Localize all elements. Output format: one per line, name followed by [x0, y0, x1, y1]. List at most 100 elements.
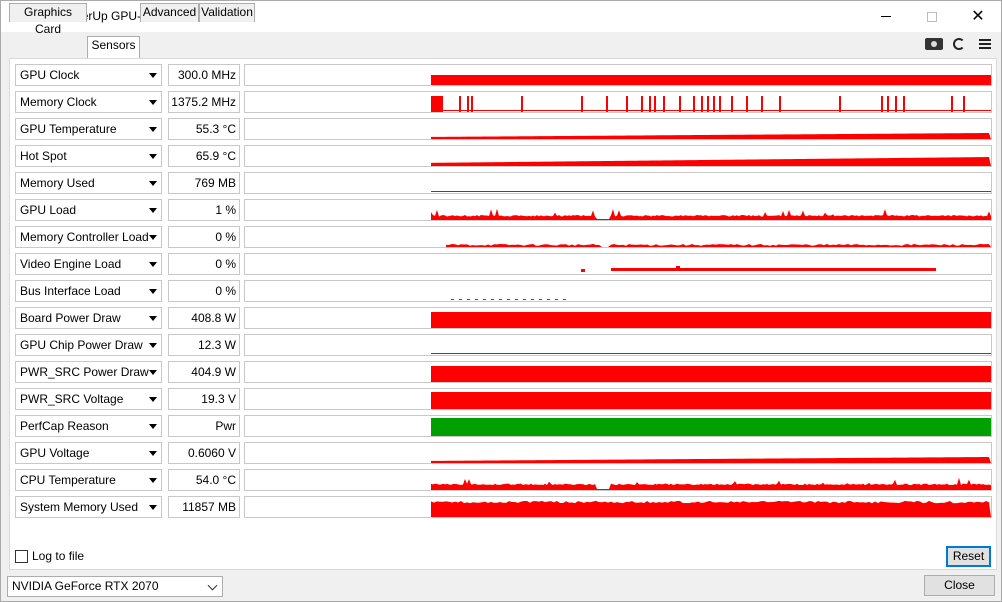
graph-bar	[431, 312, 991, 328]
sensor-value: 0.6060 V	[168, 442, 240, 464]
sensor-name-select[interactable]: Memory Used	[15, 172, 162, 194]
graph-bar	[475, 299, 478, 300]
graph-bar	[515, 299, 518, 300]
sensor-graph	[244, 415, 992, 437]
graph-bar	[606, 96, 608, 112]
sensor-graph	[244, 226, 992, 248]
sensor-name-select[interactable]: Video Engine Load	[15, 253, 162, 275]
graph-bar	[903, 96, 905, 112]
graph-bar	[431, 110, 991, 111]
sensor-name-label: CPU Temperature	[20, 473, 116, 487]
dropdown-arrow-icon	[149, 370, 157, 375]
sensor-name-select[interactable]: Bus Interface Load	[15, 280, 162, 302]
dropdown-arrow-icon	[149, 397, 157, 402]
reset-button[interactable]: Reset	[946, 546, 991, 567]
refresh-icon[interactable]	[953, 38, 965, 50]
sensor-value: 300.0 MHz	[168, 64, 240, 86]
sensor-row-board-power-draw: Board Power Draw 408.8 W	[15, 306, 993, 330]
sensor-name-label: GPU Chip Power Draw	[20, 338, 143, 352]
sensor-name-label: GPU Temperature	[20, 122, 117, 136]
sensor-name-select[interactable]: Memory Controller Load	[15, 226, 162, 248]
dropdown-arrow-icon	[149, 343, 157, 348]
sensor-name-select[interactable]: PWR_SRC Voltage	[15, 388, 162, 410]
gpu-select[interactable]: NVIDIA GeForce RTX 2070	[7, 576, 223, 597]
graph-bar	[431, 418, 991, 436]
sensor-name-select[interactable]: PerfCap Reason	[15, 415, 162, 437]
sensor-graph-plot	[431, 133, 991, 139]
graph-bar	[713, 96, 715, 112]
sensor-row-gpu-chip-power-draw: GPU Chip Power Draw 12.3 W	[15, 333, 993, 357]
graph-bar	[581, 96, 583, 112]
sensor-name-label: Memory Used	[20, 176, 95, 190]
sensor-graph	[244, 172, 992, 194]
graph-bar	[431, 392, 991, 409]
menu-icon[interactable]	[979, 39, 991, 49]
sensor-name-select[interactable]: Board Power Draw	[15, 307, 162, 329]
graph-bar	[563, 299, 566, 300]
dropdown-arrow-icon	[149, 127, 157, 132]
sensor-graph-plot	[431, 208, 991, 220]
sensors-panel: GPU Clock 300.0 MHz Memory Clock 1375.2 MHz…	[9, 58, 997, 570]
sensor-name-label: Video Engine Load	[20, 257, 122, 271]
sensor-row-gpu-load: GPU Load 1 %	[15, 198, 993, 222]
sensor-graph	[244, 118, 992, 140]
graph-area	[431, 457, 991, 463]
tab-sensors[interactable]: Sensors	[87, 36, 140, 58]
sensor-value: 0 %	[168, 253, 240, 275]
tab-validation[interactable]: Validation	[199, 3, 255, 22]
graph-bar	[887, 96, 889, 112]
sensor-graph	[244, 253, 992, 275]
sensor-name-select[interactable]: PWR_SRC Power Draw	[15, 361, 162, 383]
sensor-name-select[interactable]: GPU Load	[15, 199, 162, 221]
sensor-value: 404.9 W	[168, 361, 240, 383]
graph-area	[431, 208, 991, 220]
graph-area	[431, 477, 991, 490]
sensor-name-select[interactable]: GPU Clock	[15, 64, 162, 86]
graph-bar	[547, 299, 550, 300]
sensor-graph	[244, 91, 992, 113]
close-window-button[interactable]: ✕	[955, 1, 1001, 32]
dropdown-arrow-icon	[149, 289, 157, 294]
sensor-graph	[244, 307, 992, 329]
graph-bar	[731, 96, 733, 112]
sensor-row-gpu-clock: GPU Clock 300.0 MHz	[15, 63, 993, 87]
sensor-graph	[244, 280, 992, 302]
graph-bar	[507, 299, 510, 300]
graph-bar	[431, 96, 443, 112]
sensor-graph-plot	[431, 477, 991, 490]
graph-bar	[679, 96, 681, 112]
sensor-name-select[interactable]: Hot Spot	[15, 145, 162, 167]
sensor-name-select[interactable]: System Memory Used	[15, 496, 162, 518]
minimize-button[interactable]	[863, 1, 909, 32]
graph-bar	[521, 96, 523, 112]
tab-graphics-card[interactable]: Graphics Card	[9, 3, 87, 36]
sensor-value: 55.3 °C	[168, 118, 240, 140]
sensor-name-select[interactable]: Memory Clock	[15, 91, 162, 113]
tab-advanced[interactable]: Advanced	[140, 3, 199, 22]
log-to-file-checkbox[interactable]	[15, 550, 28, 563]
sensor-name-select[interactable]: CPU Temperature	[15, 469, 162, 491]
graph-bar	[676, 266, 680, 270]
sensor-graph-plot	[431, 366, 991, 382]
camera-icon[interactable]	[925, 38, 943, 50]
graph-bar	[654, 96, 656, 112]
sensor-graph	[244, 388, 992, 410]
sensor-graph-plot	[451, 299, 566, 300]
sensor-name-select[interactable]: GPU Voltage	[15, 442, 162, 464]
sensor-name-label: GPU Voltage	[20, 446, 90, 460]
sensor-row-pwr-src-voltage: PWR_SRC Voltage 19.3 V	[15, 387, 993, 411]
close-button[interactable]: Close	[924, 575, 995, 596]
sensor-graph-plot	[431, 457, 991, 463]
sensor-value: 1375.2 MHz	[168, 91, 240, 113]
graph-bar	[707, 96, 709, 112]
gpu-select-value: NVIDIA GeForce RTX 2070	[12, 579, 159, 593]
sensor-value: 769 MB	[168, 172, 240, 194]
sensor-name-select[interactable]: GPU Temperature	[15, 118, 162, 140]
graph-bar	[491, 299, 494, 300]
sensor-row-pwr-src-power-draw: PWR_SRC Power Draw 404.9 W	[15, 360, 993, 384]
sensor-name-label: Bus Interface Load	[20, 284, 121, 298]
sensor-name-select[interactable]: GPU Chip Power Draw	[15, 334, 162, 356]
sensor-graph	[244, 145, 992, 167]
maximize-icon	[927, 11, 937, 22]
